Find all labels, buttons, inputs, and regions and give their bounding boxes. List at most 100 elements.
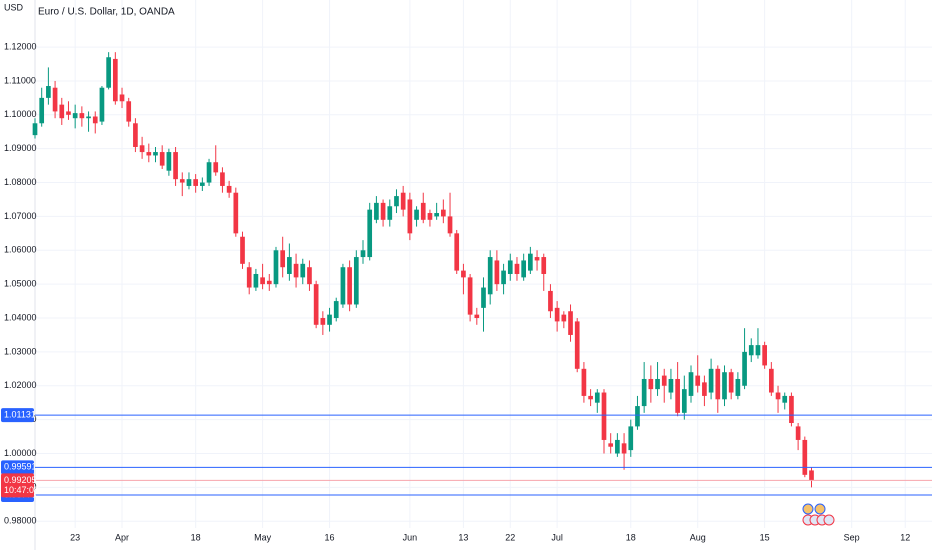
candle-body xyxy=(621,443,627,454)
candle-body xyxy=(789,395,794,424)
y-tick-label: 0.98000 xyxy=(4,516,37,526)
candle-body xyxy=(333,301,339,319)
candle-body xyxy=(467,277,473,315)
candle-body xyxy=(534,257,540,261)
x-tick-label: 22 xyxy=(505,532,515,542)
candle-body xyxy=(521,260,527,278)
x-tick-label: 12 xyxy=(900,532,910,542)
candle-body xyxy=(454,233,460,271)
last-price-label: 0.99205 xyxy=(4,475,37,485)
candle-body xyxy=(748,345,754,356)
y-tick-label: 1.02000 xyxy=(4,380,37,390)
price-label-box xyxy=(1,408,34,423)
candle-body xyxy=(769,368,774,393)
candle-body xyxy=(300,263,306,278)
candle-body xyxy=(293,263,299,278)
candle-body xyxy=(528,253,533,271)
candle-body xyxy=(775,392,781,400)
x-tick-label: Sep xyxy=(844,532,860,542)
candle-body xyxy=(92,116,98,124)
x-tick-label: 18 xyxy=(626,532,636,542)
candle-body xyxy=(253,273,259,288)
x-tick-label: 18 xyxy=(191,532,201,542)
event-icon[interactable] xyxy=(823,514,835,526)
candle-body xyxy=(755,345,761,356)
candle-body xyxy=(440,209,446,217)
candle-body xyxy=(762,345,767,366)
candle-body xyxy=(340,267,346,305)
currency-label: USD xyxy=(4,2,24,12)
candle-body xyxy=(608,443,614,447)
candle-body xyxy=(474,314,480,319)
candle-body xyxy=(594,392,600,403)
candle-body xyxy=(427,213,433,220)
candle-body xyxy=(186,179,192,186)
event-icon[interactable] xyxy=(814,503,826,515)
candle-body xyxy=(514,263,520,274)
candle-body xyxy=(541,257,547,274)
candle-body xyxy=(661,375,667,386)
last-price-box xyxy=(1,473,34,498)
candle-body xyxy=(641,378,647,407)
candle-body xyxy=(481,287,486,308)
candle-body xyxy=(106,57,111,88)
candle-body xyxy=(273,250,279,285)
y-tick-label: 1.07000 xyxy=(4,211,37,221)
price-label: 0.99591 xyxy=(4,462,37,472)
candle-body xyxy=(260,277,265,285)
candle-body xyxy=(782,395,788,403)
candle-body xyxy=(39,97,45,124)
candle-body xyxy=(112,58,118,102)
candle-body xyxy=(86,116,91,119)
candle-body xyxy=(554,307,560,322)
candle-body xyxy=(568,311,573,335)
y-tick-label: 1.05000 xyxy=(4,279,37,289)
candle-body xyxy=(173,152,178,180)
candle-body xyxy=(394,196,399,207)
candle-body xyxy=(347,267,352,305)
candle-body xyxy=(655,378,660,390)
y-tick-label: 1.12000 xyxy=(4,41,37,51)
candle-body xyxy=(66,111,71,115)
candle-body xyxy=(327,314,332,325)
candle-body xyxy=(240,236,245,264)
candle-body xyxy=(400,192,406,210)
candle-body xyxy=(126,101,132,122)
candle-body xyxy=(574,321,580,369)
candle-body xyxy=(675,378,680,413)
candle-body xyxy=(487,257,493,295)
candle-body xyxy=(46,86,51,98)
candle-body xyxy=(79,113,85,119)
candle-body xyxy=(119,94,125,102)
candle-body xyxy=(447,216,453,234)
candle-body xyxy=(313,284,319,325)
candle-body xyxy=(367,209,373,258)
x-tick-label: 13 xyxy=(458,532,468,542)
candles xyxy=(32,52,814,488)
event-icon[interactable] xyxy=(802,503,814,515)
y-tick-label: 1.10000 xyxy=(4,109,37,119)
candle-body xyxy=(99,87,105,122)
candle-body xyxy=(494,260,500,285)
candle-body xyxy=(287,257,292,274)
candle-body xyxy=(374,202,379,220)
x-tick-label: 15 xyxy=(760,532,770,542)
candle-body xyxy=(809,470,814,481)
candle-body xyxy=(695,375,701,386)
candle-body xyxy=(407,199,413,234)
candle-body xyxy=(581,368,587,396)
candle-body xyxy=(648,378,654,390)
candle-body xyxy=(133,123,138,147)
candle-body xyxy=(715,368,721,400)
x-tick-label: Apr xyxy=(115,532,129,542)
candle-body xyxy=(226,185,232,193)
candle-body xyxy=(688,372,694,396)
candle-body xyxy=(72,113,78,119)
candle-body xyxy=(380,202,386,220)
chart-title: Euro / U.S. Dollar, 1D, OANDA xyxy=(38,7,175,18)
candle-body xyxy=(507,260,513,274)
candle-body xyxy=(139,145,145,153)
candle-body xyxy=(387,206,393,220)
